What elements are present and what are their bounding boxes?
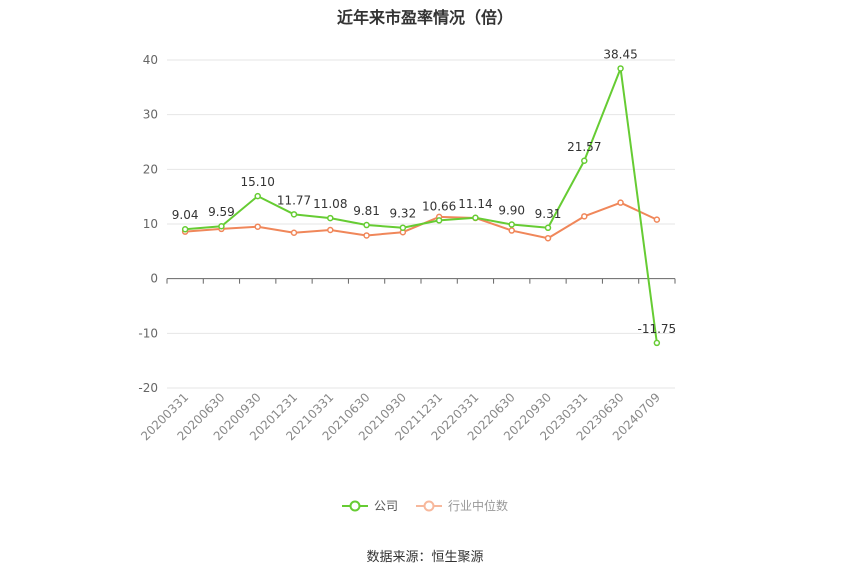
company-point — [181, 225, 189, 233]
industry-median-point — [544, 234, 552, 242]
data-label: 9.59 — [208, 205, 235, 219]
chart-title: 近年来市盈率情况（倍） — [336, 8, 513, 27]
data-source: 数据来源：恒生聚源 — [366, 550, 484, 565]
data-label: 10.66 — [422, 199, 456, 213]
industry-median-point — [508, 227, 515, 234]
data-label: 9.32 — [389, 207, 416, 221]
y-tick-label: -20 — [138, 381, 158, 395]
company-point — [544, 224, 552, 232]
industry-median-point — [254, 223, 261, 230]
y-tick-label: -10 — [138, 326, 158, 340]
company-point — [363, 221, 370, 229]
company-point — [581, 157, 588, 165]
y-tick-label: 40 — [143, 53, 158, 67]
legend-item-company[interactable]: 公司 — [341, 497, 398, 514]
company-point — [472, 214, 479, 222]
axes: 403020100-10-202020033120200630202009302… — [138, 53, 676, 443]
y-tick-label: 20 — [143, 162, 158, 176]
company-series-line — [185, 67, 658, 344]
company-point — [254, 192, 261, 200]
data-label: 38.45 — [603, 47, 637, 61]
legend-company-marker-icon — [341, 500, 368, 511]
data-label: 15.10 — [241, 175, 275, 189]
data-label: 21.57 — [567, 140, 601, 154]
company-point — [617, 65, 624, 72]
company-point — [435, 217, 443, 224]
y-tick-label: 0 — [150, 272, 158, 286]
data-label: -11.75 — [638, 322, 677, 336]
y-tick-label: 30 — [143, 108, 158, 122]
data-label: 11.08 — [313, 197, 347, 211]
data-label: 11.77 — [277, 193, 311, 207]
legend-item-industry-median[interactable]: 行业中位数 — [416, 497, 508, 514]
industry-median-point — [327, 226, 334, 234]
industry-median-point — [581, 213, 588, 220]
company-point — [327, 214, 334, 222]
data-label: 11.14 — [458, 197, 492, 211]
industry-median-point — [290, 229, 298, 236]
legend-label-industry-median: 行业中位数 — [448, 499, 509, 513]
series-lines — [181, 65, 661, 347]
company-point — [399, 224, 407, 231]
y-tick-label: 10 — [143, 217, 158, 231]
legend-label-company: 公司 — [373, 499, 398, 513]
company-point — [508, 221, 515, 228]
legend: 公司 行业中位数 — [0, 497, 850, 514]
company-point — [290, 211, 298, 218]
industry-median-point — [653, 216, 661, 223]
company-point — [653, 339, 661, 347]
legend-industry-marker-icon — [416, 500, 442, 511]
industry-median-point — [363, 232, 370, 239]
company-point — [218, 222, 225, 230]
industry-median-point — [617, 199, 624, 206]
data-label: 9.04 — [172, 208, 199, 222]
data-label: 9.31 — [535, 207, 562, 221]
data-label: 9.90 — [498, 204, 525, 218]
data-label: 9.81 — [353, 204, 380, 218]
